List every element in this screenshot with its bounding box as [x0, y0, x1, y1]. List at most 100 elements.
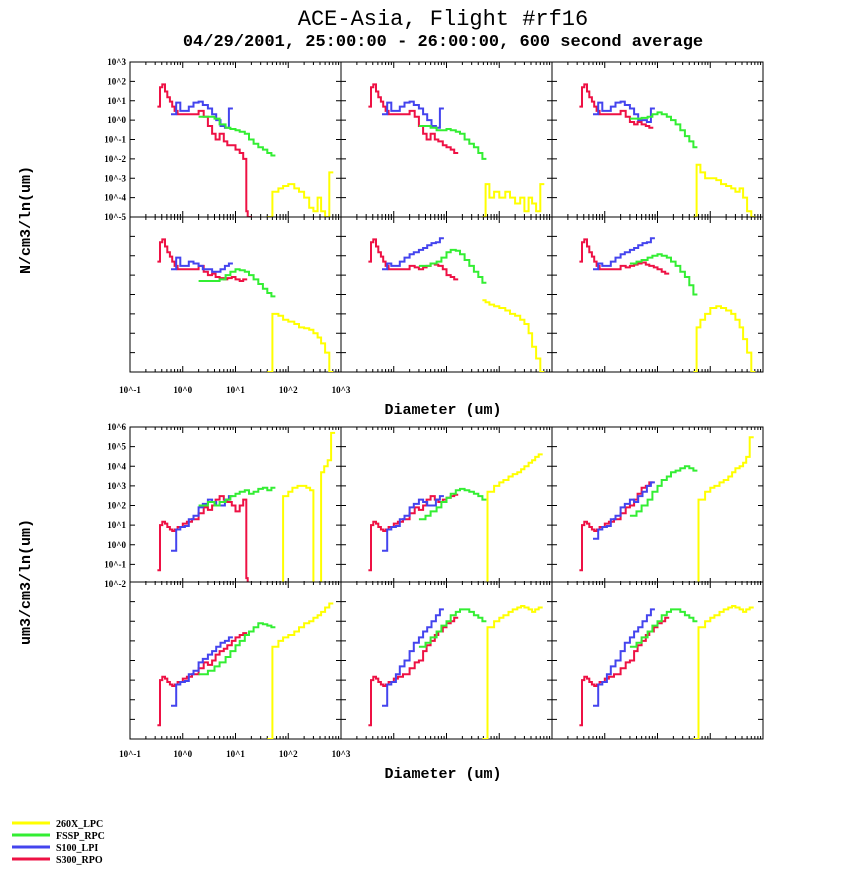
y-tick-label: 10^1 [107, 96, 126, 106]
y-axis-label-volume: um3/cm3/ln(um) [18, 519, 35, 645]
series-s300-rpo [579, 481, 654, 572]
series-s100-lpi [171, 636, 233, 707]
x-tick-label: 10^2 [279, 749, 298, 759]
y-tick-label: 10^-1 [104, 559, 126, 569]
panel-frame [129, 581, 342, 740]
series-s100-lpi [593, 237, 655, 271]
panel-number-r1c3 [551, 61, 764, 218]
panel-volume-r1c1 [129, 426, 342, 585]
series-260x-lpc [267, 602, 334, 739]
panel-number-r1c1 [129, 61, 342, 218]
series-s100-lpi [171, 256, 233, 273]
series-s300-rpo [368, 238, 459, 281]
series-s300-rpo [368, 616, 459, 727]
series-s100-lpi [593, 481, 655, 540]
x-tick-label: 10^0 [173, 385, 192, 395]
series-s300-rpo [157, 495, 252, 584]
x-axis-label-number: Diameter (um) [384, 402, 501, 419]
series-fssp-rpc [418, 248, 487, 284]
y-tick-label: 10^3 [107, 57, 126, 67]
series-s100-lpi [171, 495, 233, 552]
y-tick-label: 10^1 [107, 520, 126, 530]
panel-frame [340, 426, 553, 585]
series-s100-lpi [382, 100, 444, 129]
series-fssp-rpc [629, 465, 698, 517]
y-tick-label: 10^0 [107, 115, 126, 125]
series-s100-lpi [593, 608, 655, 707]
series-s100-lpi [382, 237, 444, 271]
series-fssp-rpc [198, 115, 276, 157]
panel-number-r2c2 [340, 216, 553, 373]
series-260x-lpc [693, 163, 756, 217]
series-s300-rpo [579, 83, 654, 129]
x-tick-label: 10^2 [279, 385, 298, 395]
y-tick-label: 10^3 [107, 481, 126, 491]
series-fssp-rpc [198, 486, 276, 507]
series-260x-lpc [267, 171, 334, 217]
y-tick-label: 10^0 [107, 540, 126, 550]
series-260x-lpc [693, 605, 754, 739]
series-fssp-rpc [198, 268, 276, 298]
x-tick-label: 10^0 [173, 749, 192, 759]
panel-volume-r2c1 [129, 581, 342, 740]
y-tick-label: 10^5 [107, 442, 126, 452]
series-s100-lpi [593, 100, 655, 123]
y-tick-label: 10^-3 [104, 173, 126, 183]
x-tick-label: 10^3 [332, 385, 351, 395]
series-s100-lpi [382, 608, 444, 707]
series-260x-lpc [482, 605, 543, 739]
series-fssp-rpc [198, 622, 276, 676]
y-tick-label: 10^-4 [104, 193, 126, 203]
panel-grid: 10^3 10^2 10^1 10^0 10^-1 10^-2 10^-3 10^-4 10^-… [104, 57, 764, 759]
x-tick-label: 10^1 [226, 749, 245, 759]
series-s100-lpi [171, 100, 233, 129]
series-260x-lpc [693, 305, 756, 372]
y-tick-label: 10^2 [107, 76, 126, 86]
y-tick-label: 10^4 [107, 461, 126, 471]
panel-volume-r1c2 [340, 426, 553, 585]
x-tick-label: 10^1 [226, 385, 245, 395]
x-tick-label: 10^-1 [119, 385, 141, 395]
y-axis-label-number: N/cm3/ln(um) [18, 166, 35, 274]
legend-label: 260X_LPC [56, 819, 103, 830]
panel-number-r2c1 [129, 216, 342, 373]
panel-volume-r1c3 [551, 426, 764, 585]
x-tick-label: 10^3 [332, 749, 351, 759]
series-260x-lpc [693, 436, 754, 584]
y-tick-label: 10^2 [107, 501, 126, 511]
series-fssp-rpc [629, 253, 698, 296]
x-axis-label-volume: Diameter (um) [384, 766, 501, 783]
series-260x-lpc [276, 431, 336, 584]
panel-volume-r2c3 [551, 581, 764, 740]
series-s300-rpo [368, 83, 459, 154]
panel-number-r1c2 [340, 61, 553, 218]
panel-number-r2c3 [551, 216, 764, 373]
y-tick-label: 10^6 [107, 422, 126, 432]
series-260x-lpc [267, 312, 334, 372]
series-s300-rpo [579, 238, 670, 275]
x-tick-label: 10^-1 [119, 749, 141, 759]
series-s300-rpo [579, 616, 670, 727]
legend-label: FSSP_RPC [56, 831, 105, 842]
chart-subtitle: 04/29/2001, 25:00:00 - 26:00:00, 600 sec… [183, 33, 703, 52]
series-fssp-rpc [629, 111, 698, 149]
series-260x-lpc [482, 453, 543, 584]
series-fssp-rpc [629, 608, 698, 648]
y-tick-label: 10^-2 [104, 154, 126, 164]
y-tick-label: 10^-2 [104, 579, 126, 589]
series-s100-lpi [382, 495, 444, 552]
chart-title: ACE-Asia, Flight #rf16 [298, 7, 588, 32]
legend-label: S300_RPO [56, 855, 103, 866]
series-260x-lpc [482, 299, 545, 372]
series-260x-lpc [482, 183, 545, 217]
panel-volume-r2c2 [340, 581, 553, 740]
series-fssp-rpc [418, 487, 487, 521]
legend-label: S100_LPI [56, 843, 98, 854]
y-tick-label: 10^-5 [104, 212, 126, 222]
panel-frame [551, 426, 764, 585]
series-fssp-rpc [418, 608, 487, 648]
series-fssp-rpc [418, 125, 487, 160]
y-tick-label: 10^-1 [104, 135, 126, 145]
